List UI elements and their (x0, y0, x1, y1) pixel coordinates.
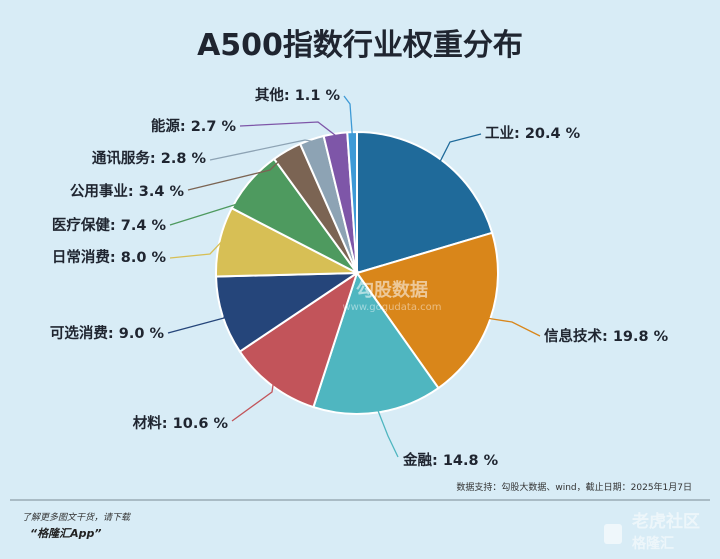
center-watermark: 勾股数据 (356, 279, 428, 301)
leader-line (377, 410, 399, 458)
leader-line (231, 383, 274, 422)
slice-label: 能源: 2.7 % (151, 117, 237, 135)
leader-line (239, 121, 337, 137)
slice-labels: 工业: 20.4 % 信息技术: 19.8 % 金融: 14.8 % 材料: 10.6… (50, 86, 669, 469)
leader-line (439, 133, 482, 162)
slice-label: 可选消费: 9.0 % (50, 324, 165, 342)
leader-line (343, 95, 353, 135)
slice-label: 信息技术: 19.8 % (544, 327, 669, 345)
slice-label: 其他: 1.1 % (255, 86, 341, 104)
source-note: 数据支持：勾股大数据、wind，截止日期：2025年1月7日 (456, 481, 692, 493)
slice-label: 医疗保健: 7.4 % (52, 216, 167, 234)
slice-label: 工业: 20.4 % (485, 125, 581, 142)
corner-logo-text: 格隆汇 (632, 535, 674, 552)
logo-mark (604, 524, 622, 544)
center-watermark-url: www.gogudata.com (342, 302, 441, 313)
corner-logo: 老虎社区 格隆汇 (604, 511, 700, 552)
slice-label: 通讯服务: 2.8 % (92, 149, 207, 167)
leader-line (169, 241, 222, 259)
slice-label: 材料: 10.6 % (133, 414, 229, 432)
leader-line (167, 314, 226, 334)
footer-note: 了解更多图文干货，请下载 (22, 512, 131, 523)
pie-slice (215, 271, 361, 353)
slice-label: 金融: 14.8 % (402, 451, 499, 469)
pie-chart (215, 130, 499, 415)
corner-watermark: 老虎社区 (631, 511, 700, 532)
leader-line (488, 317, 541, 337)
footer-app-name: “格隆汇App” (30, 527, 101, 540)
leader-line (209, 139, 313, 161)
pie-slice (238, 270, 359, 409)
slice-label: 日常消费: 8.0 % (52, 248, 167, 266)
slice-label: 公用事业: 3.4 % (70, 182, 185, 200)
leader-line (169, 182, 253, 226)
leader-line (187, 152, 289, 191)
chart-title: A500指数行业权重分布 (197, 28, 523, 63)
